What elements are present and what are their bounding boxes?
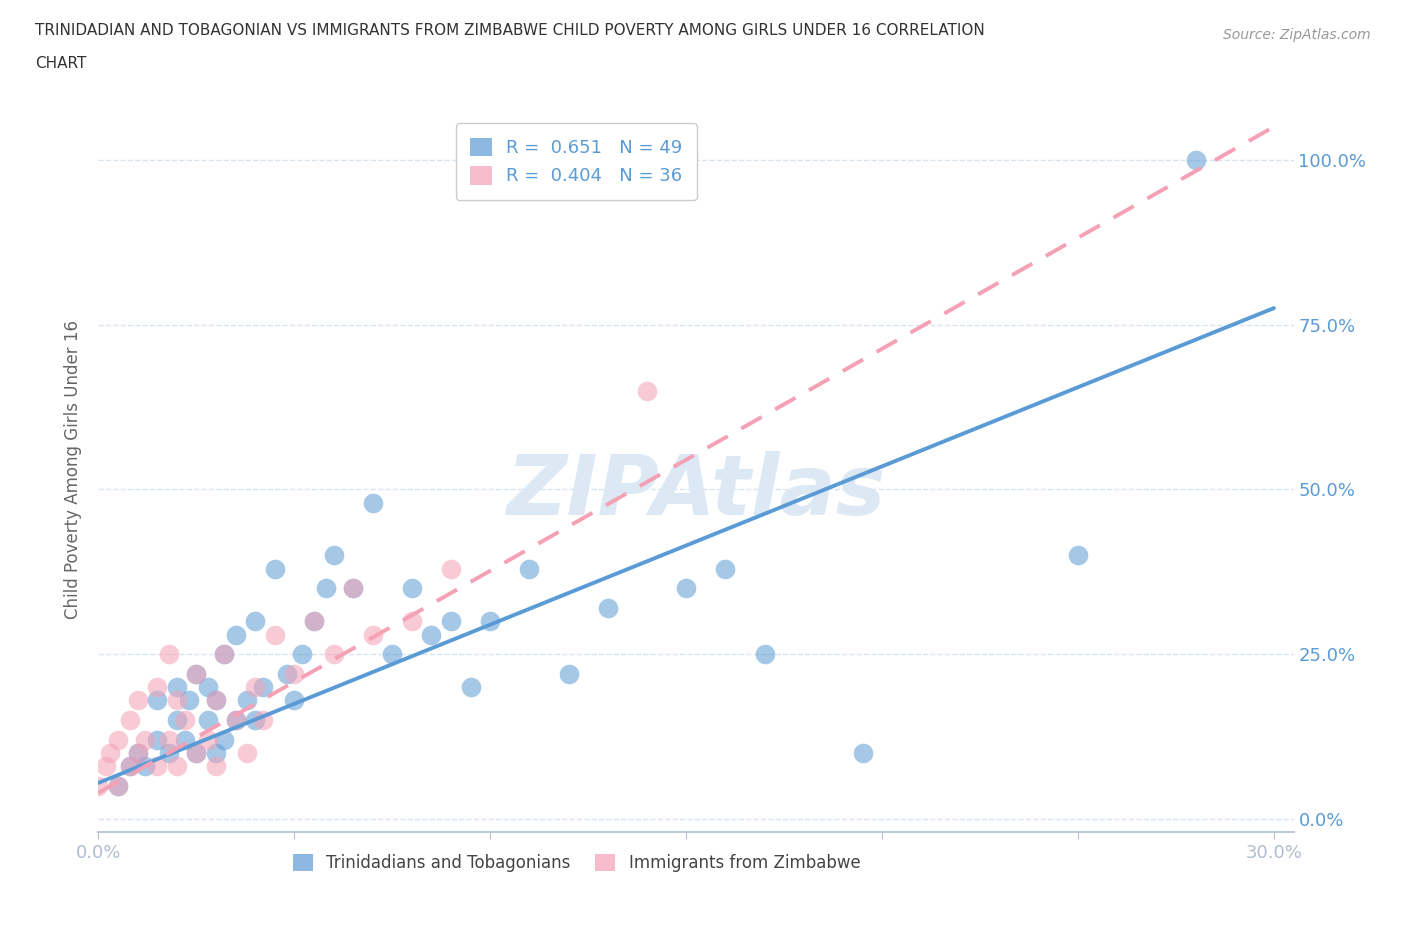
Point xyxy=(146,680,169,695)
Point xyxy=(98,746,121,761)
Point xyxy=(381,647,404,662)
Point xyxy=(134,759,156,774)
Y-axis label: Child Poverty Among Girls Under 16: Child Poverty Among Girls Under 16 xyxy=(65,320,83,619)
Point xyxy=(166,693,188,708)
Point xyxy=(276,667,298,682)
Point xyxy=(212,647,235,662)
Point xyxy=(197,733,219,748)
Point xyxy=(851,746,873,761)
Point xyxy=(212,647,235,662)
Legend: Trinidadians and Tobagonians, Immigrants from Zimbabwe: Trinidadians and Tobagonians, Immigrants… xyxy=(285,847,868,879)
Point xyxy=(302,614,325,629)
Point xyxy=(263,627,285,642)
Point xyxy=(440,561,463,576)
Point xyxy=(118,759,141,774)
Point xyxy=(263,561,285,576)
Point xyxy=(322,548,344,563)
Point xyxy=(186,667,208,682)
Point xyxy=(107,733,129,748)
Point xyxy=(460,680,482,695)
Point xyxy=(166,759,188,774)
Point xyxy=(302,614,325,629)
Point xyxy=(166,712,188,727)
Point xyxy=(322,647,344,662)
Point xyxy=(596,601,619,616)
Point xyxy=(225,712,247,727)
Text: ZIPAtlas: ZIPAtlas xyxy=(506,451,886,532)
Point xyxy=(252,712,274,727)
Point xyxy=(173,733,195,748)
Point xyxy=(205,693,228,708)
Point xyxy=(225,712,247,727)
Point xyxy=(401,614,423,629)
Point xyxy=(342,581,364,596)
Point xyxy=(205,746,228,761)
Point xyxy=(146,759,169,774)
Point xyxy=(87,778,110,793)
Text: TRINIDADIAN AND TOBAGONIAN VS IMMIGRANTS FROM ZIMBABWE CHILD POVERTY AMONG GIRLS: TRINIDADIAN AND TOBAGONIAN VS IMMIGRANTS… xyxy=(35,23,984,38)
Point xyxy=(236,746,259,761)
Point xyxy=(283,693,305,708)
Point xyxy=(197,680,219,695)
Point xyxy=(197,712,219,727)
Point xyxy=(714,561,737,576)
Point xyxy=(127,746,149,761)
Point xyxy=(1184,153,1206,167)
Point xyxy=(519,561,541,576)
Point xyxy=(205,759,228,774)
Point xyxy=(420,627,443,642)
Point xyxy=(186,746,208,761)
Point xyxy=(557,667,579,682)
Point xyxy=(291,647,314,662)
Point xyxy=(186,667,208,682)
Point xyxy=(157,746,180,761)
Point xyxy=(134,733,156,748)
Point xyxy=(243,614,266,629)
Point xyxy=(177,693,200,708)
Point xyxy=(107,778,129,793)
Point xyxy=(186,746,208,761)
Point xyxy=(146,693,169,708)
Point xyxy=(361,627,384,642)
Point xyxy=(479,614,502,629)
Text: CHART: CHART xyxy=(35,56,87,71)
Point xyxy=(252,680,274,695)
Point xyxy=(107,778,129,793)
Text: Source: ZipAtlas.com: Source: ZipAtlas.com xyxy=(1223,28,1371,42)
Point xyxy=(127,693,149,708)
Point xyxy=(127,746,149,761)
Point xyxy=(675,581,697,596)
Point xyxy=(146,733,169,748)
Point xyxy=(118,712,141,727)
Point xyxy=(636,383,658,398)
Point xyxy=(236,693,259,708)
Point xyxy=(118,759,141,774)
Point xyxy=(754,647,776,662)
Point xyxy=(173,712,195,727)
Point xyxy=(157,647,180,662)
Point xyxy=(212,733,235,748)
Point xyxy=(225,627,247,642)
Point xyxy=(283,667,305,682)
Point xyxy=(243,680,266,695)
Point xyxy=(440,614,463,629)
Point xyxy=(96,759,118,774)
Point xyxy=(243,712,266,727)
Point xyxy=(1067,548,1090,563)
Point xyxy=(342,581,364,596)
Point xyxy=(166,680,188,695)
Point xyxy=(157,733,180,748)
Point xyxy=(315,581,337,596)
Point xyxy=(361,495,384,510)
Point xyxy=(401,581,423,596)
Point xyxy=(205,693,228,708)
